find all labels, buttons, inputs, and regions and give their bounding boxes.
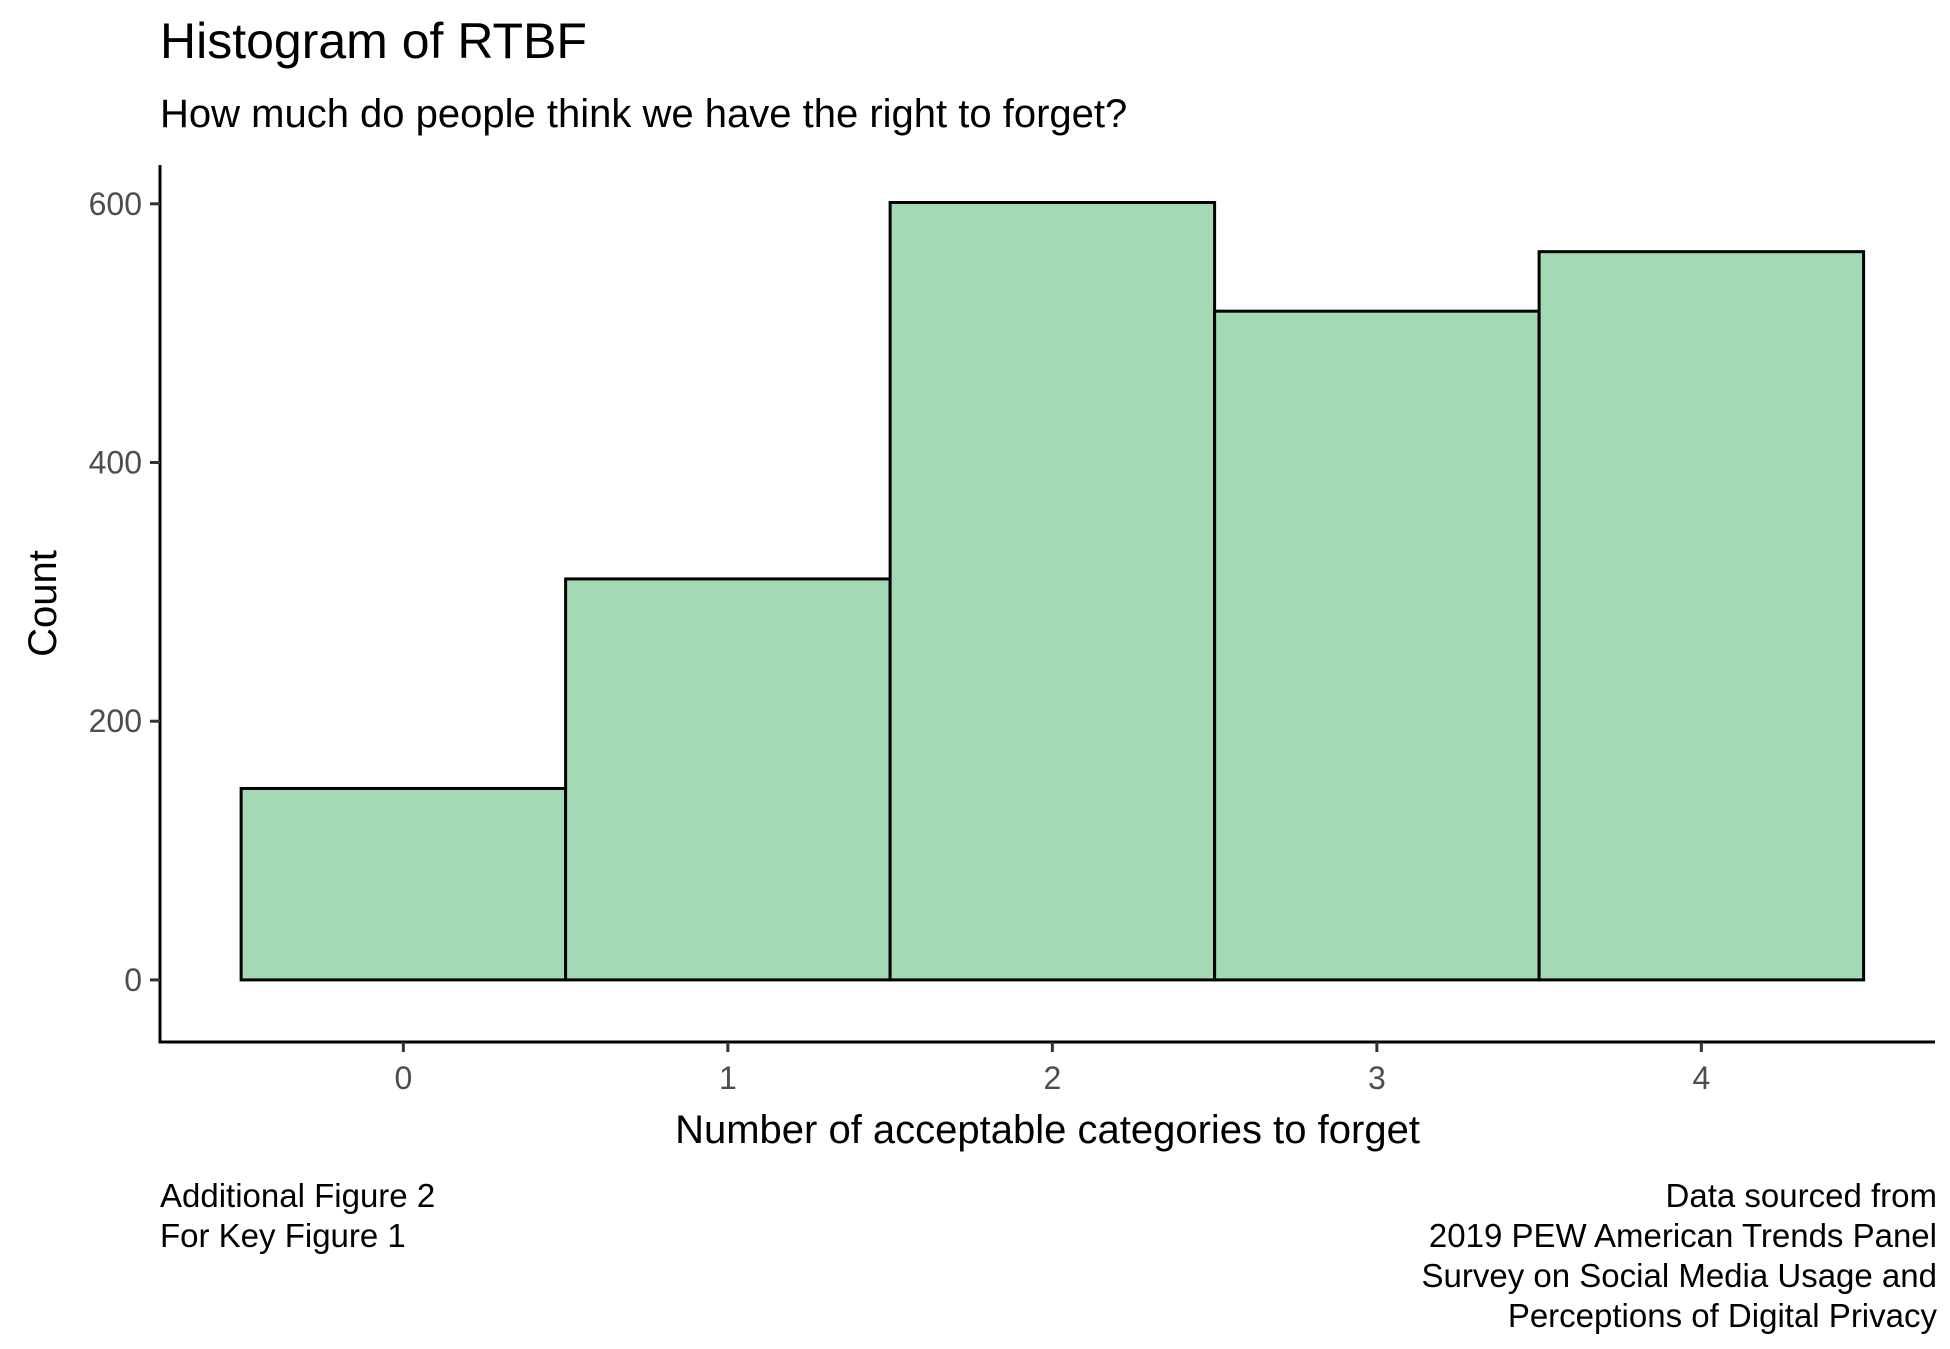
x-tick-label: 2: [1043, 1060, 1061, 1096]
chart-subtitle: How much do people think we have the rig…: [160, 92, 1128, 136]
bars-group: [239, 201, 1866, 982]
caption-left-line: Additional Figure 2: [160, 1177, 436, 1214]
histogram-bar-1: [564, 577, 892, 982]
y-axis-title: Count: [21, 550, 65, 657]
y-tick-label: 200: [89, 703, 142, 739]
x-tick-label: 0: [394, 1060, 412, 1096]
histogram-bar-4: [1537, 250, 1866, 982]
histogram-bar-0: [239, 786, 568, 982]
caption-right-line: Data sourced from: [1665, 1177, 1937, 1214]
y-tick-label: 600: [89, 186, 142, 222]
histogram-bar-2: [888, 201, 1217, 982]
x-axis-ticks: 0 1 2 3 4: [394, 1042, 1710, 1096]
x-axis-title: Number of acceptable categories to forge…: [675, 1108, 1420, 1152]
x-tick-label: 3: [1368, 1060, 1386, 1096]
histogram-bar-3: [1213, 309, 1541, 982]
caption-right-line: Perceptions of Digital Privacy: [1507, 1297, 1937, 1334]
x-tick-label: 1: [719, 1060, 737, 1096]
caption-left-line: For Key Figure 1: [160, 1217, 406, 1254]
y-tick-label: 400: [89, 445, 142, 481]
chart-title: Histogram of RTBF: [160, 13, 587, 69]
caption-right-line: 2019 PEW American Trends Panel: [1428, 1217, 1937, 1254]
x-tick-label: 4: [1692, 1060, 1710, 1096]
y-axis-ticks: 0 200 400 600: [89, 186, 160, 998]
y-tick-label: 0: [124, 962, 142, 998]
caption-right-line: Survey on Social Media Usage and: [1421, 1257, 1937, 1294]
caption-left: Additional Figure 2 For Key Figure 1: [160, 1176, 435, 1256]
caption-right: Data sourced from 2019 PEW American Tren…: [1422, 1176, 1937, 1336]
